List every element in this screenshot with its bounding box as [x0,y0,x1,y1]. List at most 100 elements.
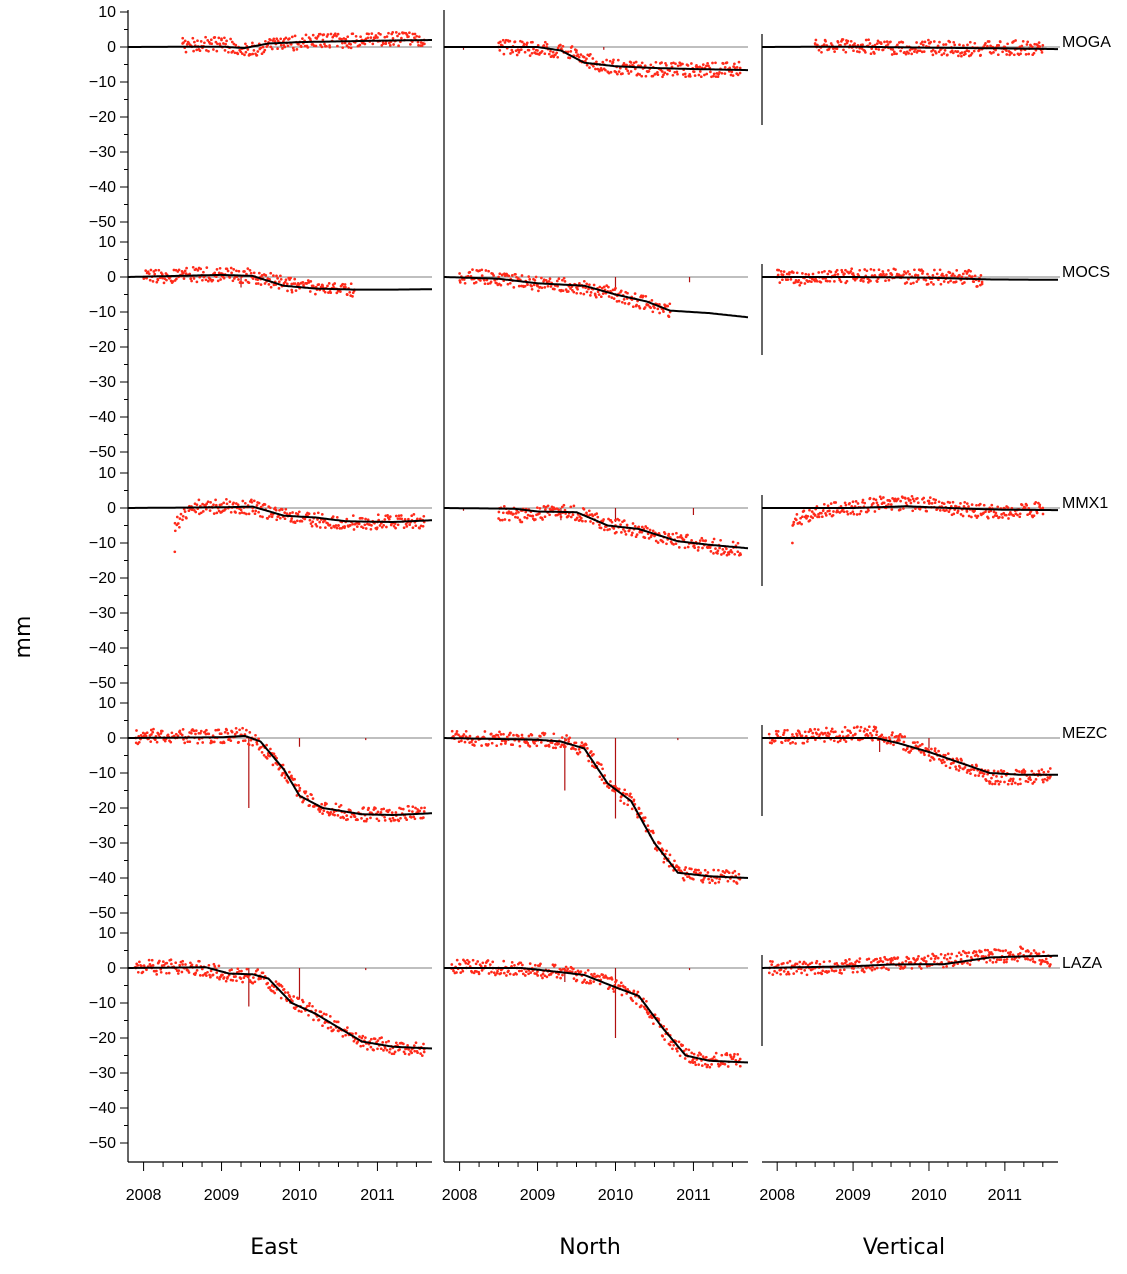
observation-point [992,769,996,773]
observation-point [932,954,936,958]
observation-point [692,70,695,73]
observation-point [383,518,387,521]
observation-point [788,271,791,274]
observation-point [806,514,810,518]
observation-point [671,73,675,77]
observation-point [950,952,954,956]
observation-point [387,517,391,521]
observation-point [463,740,467,744]
observation-point [925,509,929,513]
observation-point [507,274,511,278]
observation-point [394,31,398,34]
observation-point [379,1047,383,1051]
observation-point [280,508,284,511]
observation-point [557,742,560,746]
observation-point [522,42,526,46]
observation-point [278,508,281,512]
observation-point [349,815,353,819]
observation-point [377,518,381,522]
observation-point [502,504,506,508]
observation-point [556,46,560,50]
observation-point [804,962,808,965]
observation-point [957,951,961,955]
observation-point [241,980,244,984]
observation-point [234,511,237,514]
observation-point [909,282,913,286]
observation-point [700,536,704,540]
observation-point [570,970,574,974]
observation-point [217,271,221,275]
observation-point [828,732,831,736]
observation-point [852,967,855,970]
observation-point [307,512,311,516]
observation-point [848,958,851,961]
observation-point [400,36,403,40]
observation-point [567,514,570,518]
observation-point [312,1018,315,1022]
observation-point [270,984,274,987]
observation-point [731,74,735,77]
observation-point [1020,44,1024,48]
observation-point [946,952,950,956]
observation-point [596,515,600,519]
observation-point [371,42,375,46]
observation-point [496,733,500,737]
observation-point [693,1060,697,1064]
observation-point [826,272,830,276]
observation-layer [134,31,1053,1069]
observation-point [379,33,382,36]
observation-point [720,1053,724,1057]
observation-point [253,512,257,516]
observation-point [423,42,426,46]
observation-point [361,1044,365,1048]
observation-point [773,969,776,973]
observation-point [595,512,599,515]
observation-point [585,511,588,515]
observation-point [1019,52,1022,56]
observation-point [341,282,345,286]
observation-point [266,517,269,520]
observation-point [180,733,184,737]
observation-point [995,775,998,778]
observation-point [789,742,792,745]
observation-point [651,529,655,533]
observation-point [345,814,349,817]
observation-point [364,517,367,521]
observation-point [699,75,703,79]
observation-point [992,51,995,54]
observation-point [450,729,454,733]
observation-point [226,269,230,273]
observation-point [229,37,232,41]
observation-point [1032,780,1036,784]
observation-point [634,60,638,64]
observation-point [480,268,484,272]
observation-point [776,730,780,733]
observation-point [557,277,561,281]
observation-point [548,277,552,281]
observation-point [153,272,157,276]
observation-point [967,505,970,508]
y-tick-label: −40 [89,1100,116,1117]
observation-point [614,980,617,984]
observation-point [873,43,877,47]
observation-point [507,510,511,513]
observation-point [396,34,399,38]
observation-point [247,281,251,285]
offset-layer [240,47,930,1038]
observation-point [517,277,520,280]
observation-point [559,43,562,47]
observation-point [303,44,307,48]
y-tick-label: −50 [89,444,116,461]
observation-point [694,871,698,875]
observation-point [730,70,734,74]
observation-point [974,514,977,518]
observation-point [246,267,250,270]
observation-point [592,283,596,287]
observation-point [245,728,248,732]
observation-point [236,967,240,971]
observation-point [711,540,714,544]
observation-point [828,509,831,513]
x-tick-label: 2008 [126,1187,162,1204]
observation-point [397,819,401,823]
observation-point [504,742,507,745]
